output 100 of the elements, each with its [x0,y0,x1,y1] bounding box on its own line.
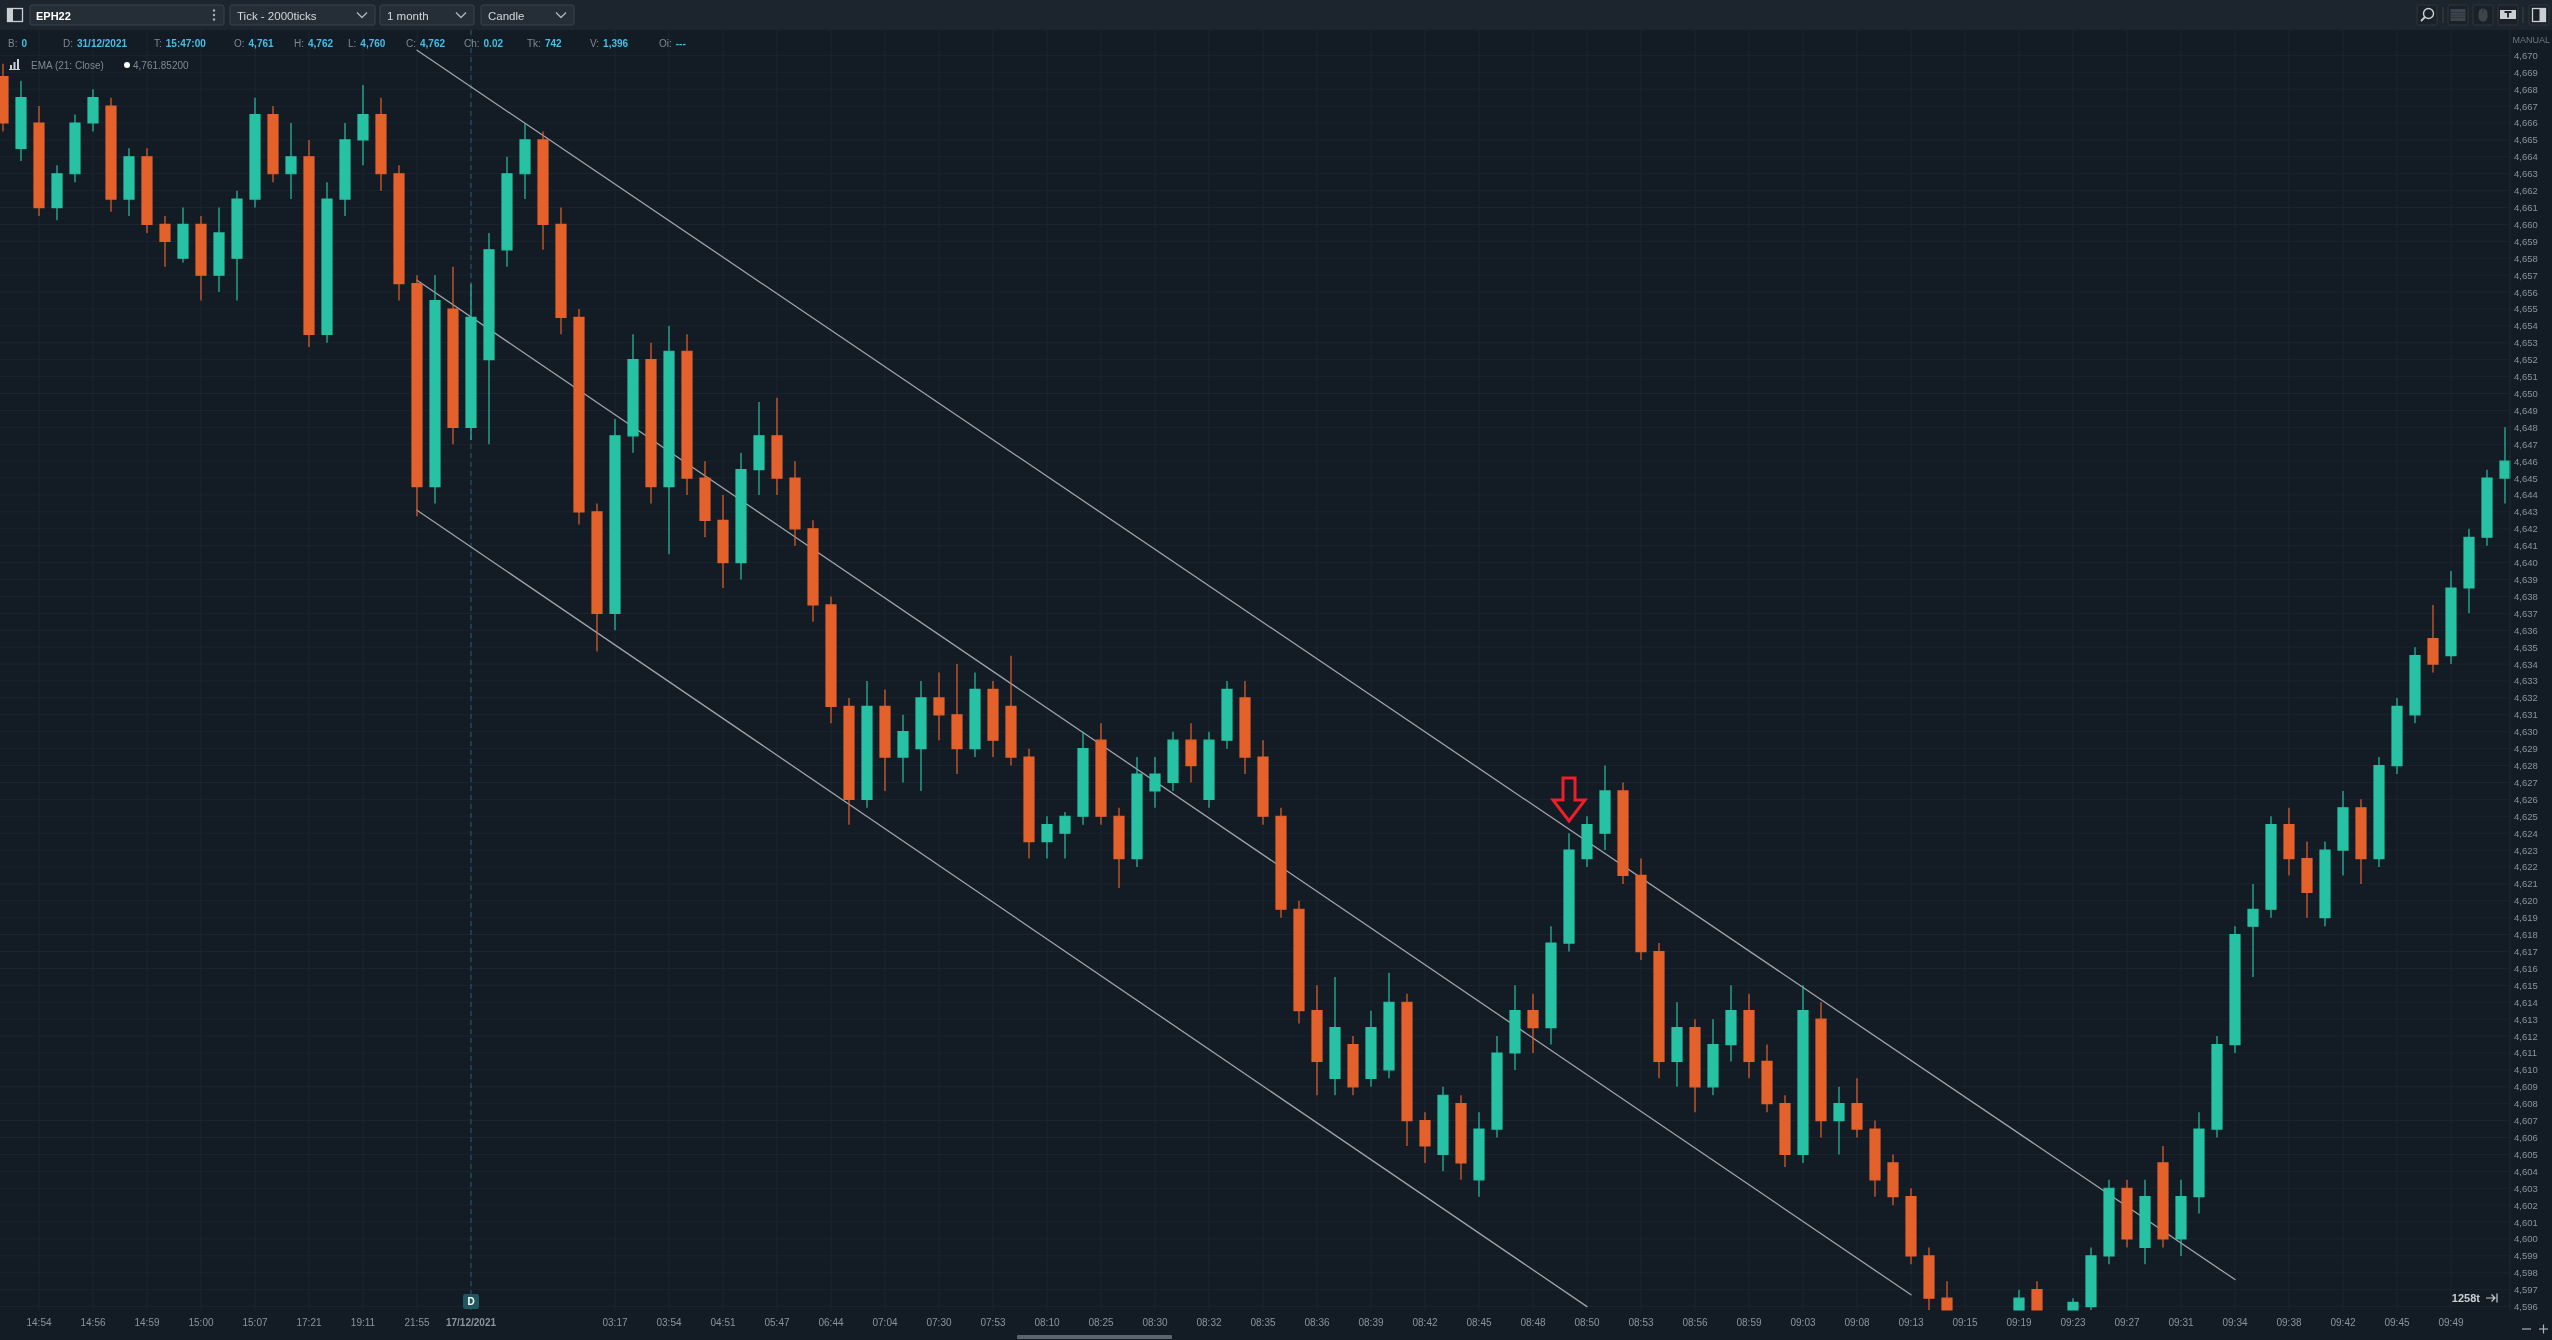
text: 1 month [387,9,429,22]
y-tick-label: 4,636 [2514,624,2538,636]
y-tick-label: 4,641 [2514,540,2538,552]
candlestick [897,714,909,784]
x-tick-label: 07:04 [872,1316,898,1328]
annotation: B: 0 [8,37,28,49]
x-tick-label: 21:55 [404,1316,430,1328]
annotation: EMA (21: Close) [31,59,104,71]
candlestick [1815,1001,1827,1139]
candlestick [2175,1179,2187,1257]
x-tick-label: 08:59 [1736,1316,1762,1328]
y-tick-label: 4,609 [2514,1081,2538,1093]
candlestick [105,97,117,213]
y-tick-label: 4,601 [2514,1216,2538,1228]
y-tick-label: 4,602 [2514,1199,2538,1211]
candlestick [987,680,999,758]
y-tick-label: 4,617 [2514,946,2538,958]
candlestick [1527,993,1539,1054]
candlestick [1923,1246,1935,1311]
y-tick-label: 4,640 [2514,557,2538,569]
y-tick-label: 4,660 [2514,218,2538,230]
candlestick [717,494,729,589]
y-tick-label: 4,610 [2514,1064,2538,1076]
candlestick [465,283,477,441]
y-tick-label: 4,612 [2514,1030,2538,1042]
candlestick [1563,832,1575,953]
y-tick-label: 4,638 [2514,590,2538,602]
x-tick-label: 19:11 [350,1316,376,1328]
candlestick [951,663,963,775]
x-tick-label: 09:31 [2168,1316,2194,1328]
candlestick [87,88,99,133]
candlestick [1023,748,1035,860]
candlestick [1851,1077,1863,1139]
y-tick-label: 4,650 [2514,388,2538,400]
annotation: L: 4,760 [348,37,386,49]
y-tick-label: 4,630 [2514,726,2538,738]
x-tick-label: 08:53 [1628,1316,1654,1328]
candlestick [1185,722,1197,784]
candlestick [807,519,819,623]
candlestick [1509,984,1521,1071]
annotation: 1258t [2451,1292,2481,1304]
y-tick-label: 4,616 [2514,962,2538,974]
candlestick [1365,1010,1377,1088]
candlestick [177,206,189,264]
y-tick-label: 4,635 [2514,641,2538,653]
y-tick-label: 4,623 [2514,844,2538,856]
candlestick [2463,528,2475,614]
candlestick [2121,1179,2133,1249]
y-tick-label: 4,624 [2514,827,2538,839]
candlestick [1329,976,1341,1096]
candlestick [1653,942,1665,1079]
y-tick-label: 4,665 [2514,134,2538,146]
x-tick-label: 05:47 [764,1316,790,1328]
candlestick [1887,1153,1899,1206]
x-tick-label: 14:54 [26,1316,52,1328]
x-tick-label: 09:08 [1844,1316,1870,1328]
candlestick [195,215,207,302]
y-tick-label: 4,645 [2514,472,2538,484]
x-tick-label: 07:30 [926,1316,952,1328]
x-tick-label: 08:39 [1358,1316,1384,1328]
candlestick [249,97,261,209]
candlestick [2139,1179,2151,1265]
chart-title: EPH22 [36,9,71,22]
candlestick [1833,1086,1845,1156]
x-tick-label: 09:15 [1952,1316,1978,1328]
x-tick-label: 14:59 [134,1316,160,1328]
y-tick-label: 4,604 [2514,1165,2538,1177]
candlestick [1599,764,1611,851]
y-tick-label: 4,626 [2514,793,2538,805]
candlestick [771,397,783,496]
candlestick [267,105,279,183]
candlestick [1293,900,1305,1024]
candlestick [1401,993,1413,1147]
annotation: O: 4,761 [234,37,275,49]
candlestick [159,215,171,268]
candlestick [1797,984,1809,1164]
candlestick [861,680,873,809]
x-tick-label: 09:13 [1898,1316,1924,1328]
y-tick-label: 4,634 [2514,658,2538,670]
candlestick [2409,646,2421,724]
y-tick-label: 4,608 [2514,1098,2538,1110]
candlestick [537,130,549,251]
x-tick-label: 08:56 [1682,1316,1708,1328]
candlestick [393,164,405,302]
candlestick [447,266,459,445]
x-tick-label: 09:42 [2330,1316,2356,1328]
candlestick [2103,1179,2115,1265]
y-tick-label: 4,657 [2514,269,2538,281]
candlestick [2265,815,2277,919]
annotation: D: 31/12/2021 [63,37,128,49]
x-tick-label: 09:03 [1790,1316,1816,1328]
candlestick [1473,1111,1485,1198]
candlestick [1005,655,1017,767]
x-tick-label: 09:19 [2006,1316,2032,1328]
candlestick [969,671,981,758]
x-tick-label: 15:07 [242,1316,268,1328]
candlestick [285,122,297,200]
y-tick-label: 4,620 [2514,895,2538,907]
y-tick-label: 4,619 [2514,912,2538,924]
y-tick-label: 4,653 [2514,337,2538,349]
